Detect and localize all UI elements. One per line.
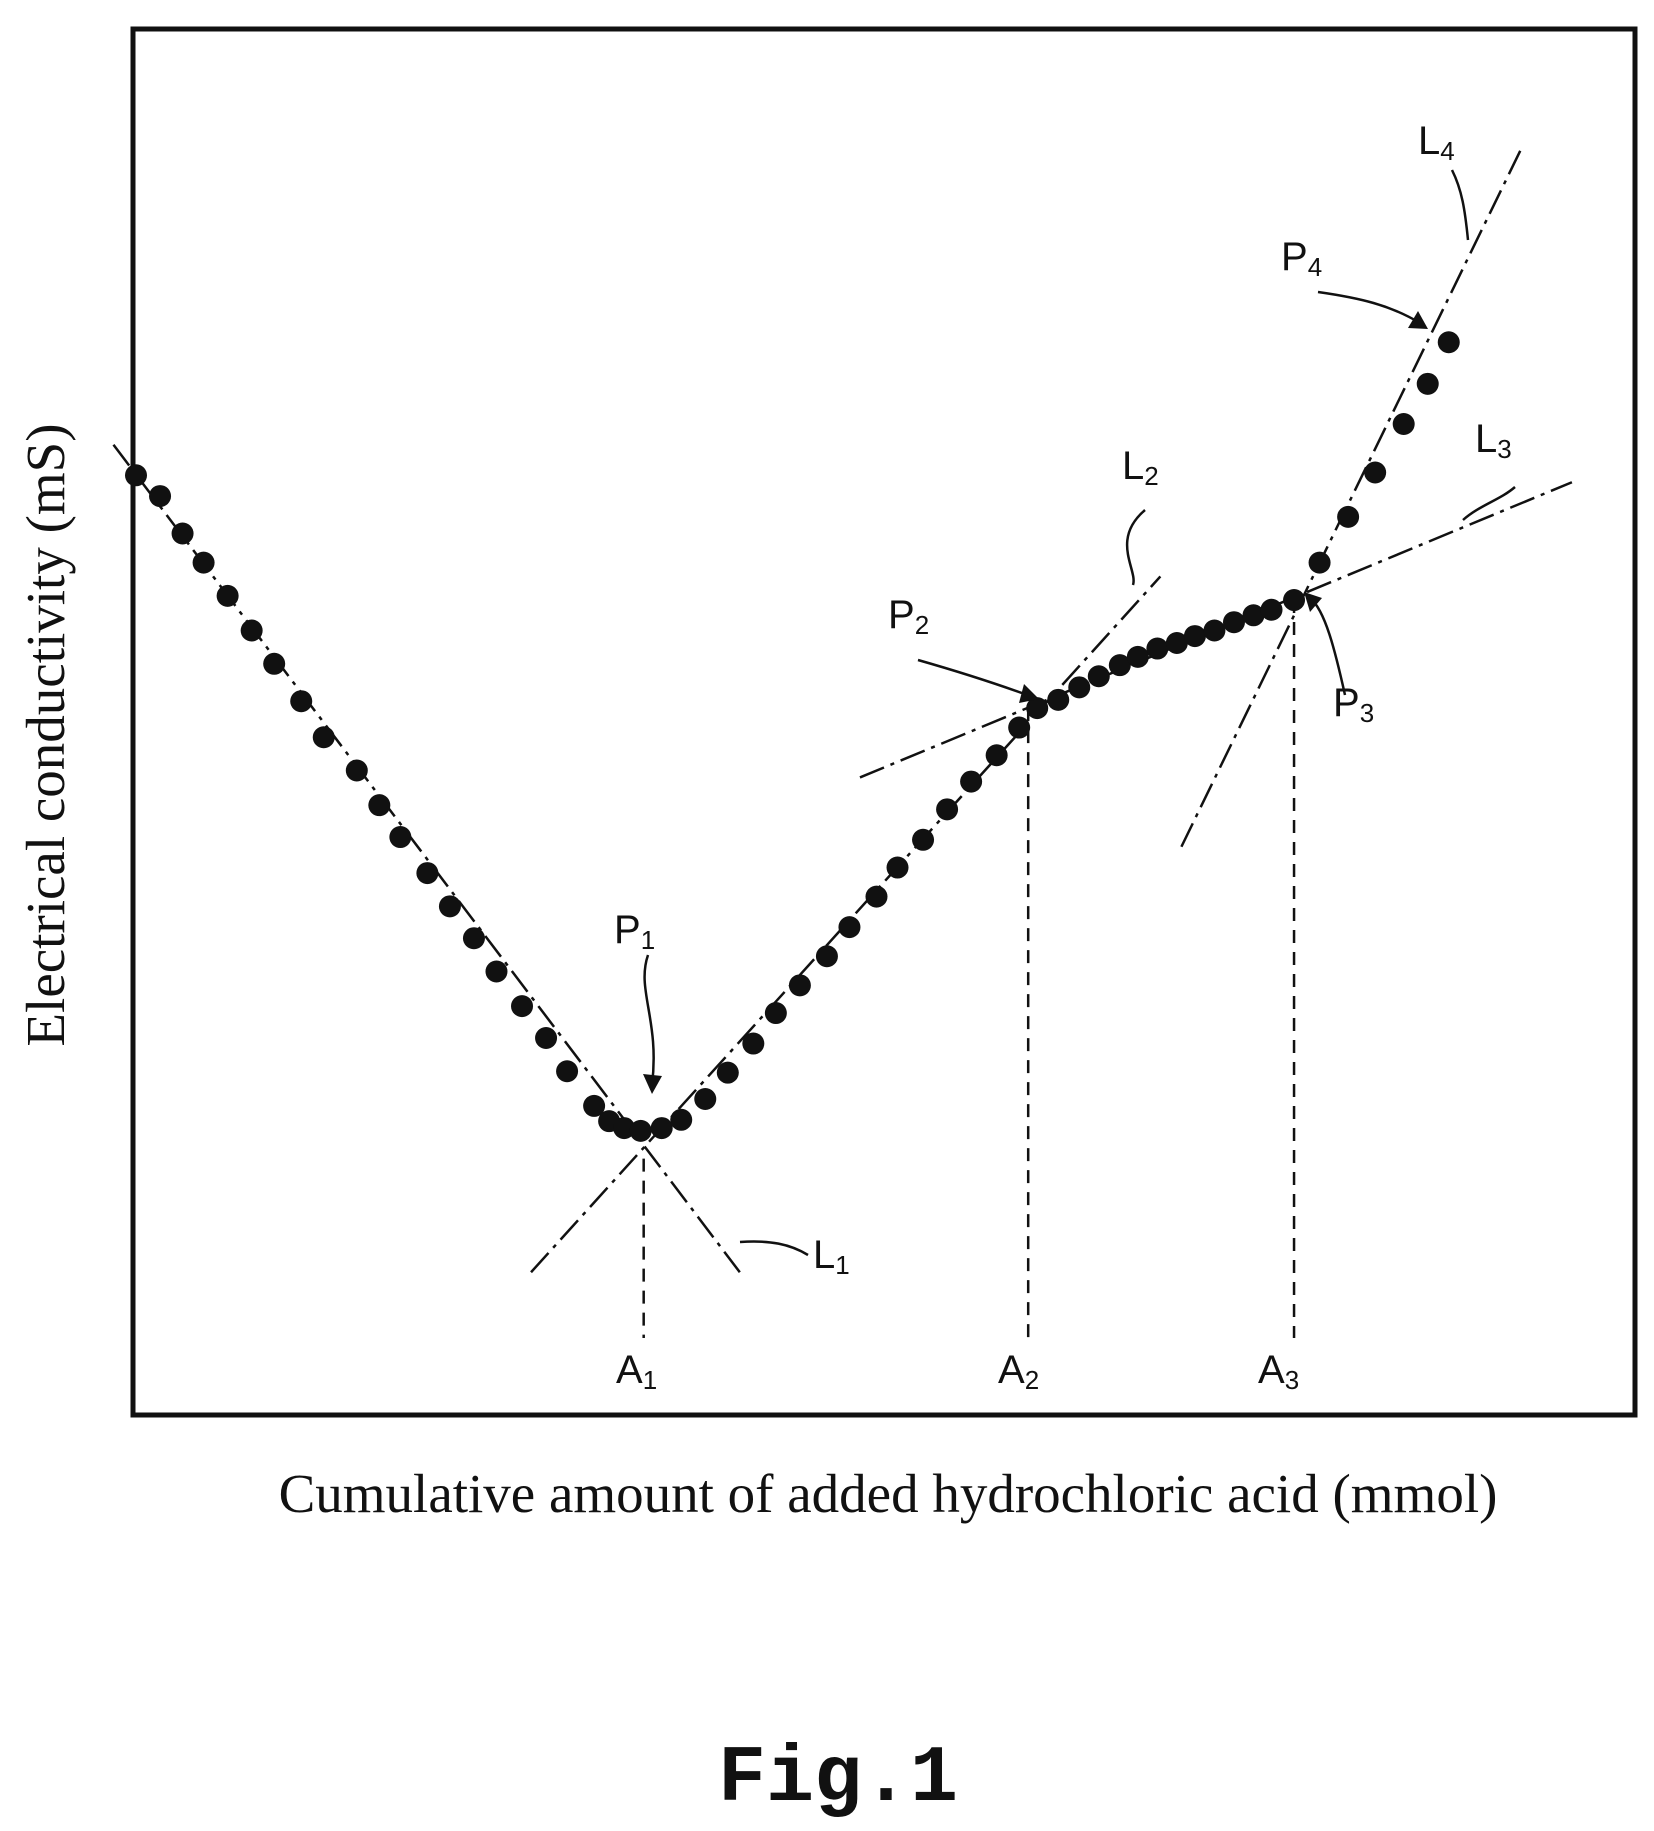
data-point-28: [742, 1033, 764, 1055]
data-point-17: [511, 995, 533, 1017]
leader-l3: [1463, 487, 1515, 520]
data-point-41: [1047, 689, 1069, 711]
data-point-15: [463, 927, 485, 949]
data-point-7: [263, 653, 285, 675]
annotation-label-l2: L2: [1122, 444, 1159, 491]
reference-lines: [644, 600, 1294, 1338]
annotation-label-p1: P1: [614, 908, 655, 955]
data-point-18: [535, 1027, 557, 1049]
data-point-35: [912, 829, 934, 851]
x-axis-label: Cumulative amount of added hydrochloric …: [279, 1463, 1498, 1524]
annotation-label-p4: P4: [1281, 235, 1322, 282]
data-point-4: [193, 552, 215, 574]
data-point-12: [389, 826, 411, 848]
figure-caption: Fig.1: [718, 1734, 958, 1825]
data-point-52: [1261, 599, 1283, 621]
data-point-5: [217, 585, 239, 607]
data-point-2: [149, 485, 171, 507]
data-point-56: [1364, 462, 1386, 484]
data-point-36: [936, 798, 958, 820]
data-point-42: [1068, 676, 1090, 698]
x-tick-label-a3: A3: [1258, 1348, 1299, 1395]
leader-p2: [918, 660, 1030, 696]
data-point-30: [789, 974, 811, 996]
data-point-8: [290, 690, 312, 712]
fitted-line-4-segment-1: [1181, 150, 1520, 847]
data-points: [125, 331, 1460, 1142]
x-tick-labels: A1 A2 A3: [616, 1348, 1299, 1395]
data-point-53: [1283, 589, 1305, 611]
arrowhead-p1: [643, 1074, 662, 1094]
data-point-55: [1337, 506, 1359, 528]
data-point-38: [986, 744, 1008, 766]
data-point-46: [1146, 638, 1168, 660]
data-point-31: [816, 945, 838, 967]
leader-p1: [645, 955, 654, 1085]
annotation-label-p2: P2: [888, 593, 929, 640]
data-point-9: [313, 726, 335, 748]
annotation-label-l1: L1: [813, 1233, 850, 1280]
data-point-10: [346, 760, 368, 782]
data-point-6: [241, 620, 263, 642]
data-point-34: [887, 857, 909, 879]
leader-p4: [1318, 292, 1420, 323]
data-point-16: [485, 960, 507, 982]
leader-l2: [1127, 510, 1145, 585]
data-point-50: [1223, 611, 1245, 633]
annotation-label-p3: P3: [1333, 681, 1374, 728]
y-axis-label: Electrical conductivity (mS): [15, 423, 76, 1046]
data-point-48: [1184, 625, 1206, 647]
data-point-58: [1417, 373, 1439, 395]
data-point-26: [694, 1088, 716, 1110]
arrowhead-p4: [1408, 311, 1428, 329]
data-point-43: [1088, 665, 1110, 687]
leader-l1: [740, 1242, 808, 1255]
data-point-3: [172, 523, 194, 545]
data-point-49: [1203, 620, 1225, 642]
data-point-24: [651, 1117, 673, 1139]
data-point-57: [1393, 413, 1415, 435]
data-point-32: [838, 916, 860, 938]
annotation-leaders: [645, 170, 1515, 1255]
leader-l4: [1452, 170, 1468, 240]
annotation-label-l3: L3: [1475, 417, 1512, 464]
data-point-45: [1127, 646, 1149, 668]
data-point-25: [670, 1109, 692, 1131]
data-point-13: [416, 862, 438, 884]
data-point-1: [125, 464, 147, 486]
plot-frame: [133, 29, 1635, 1415]
data-point-39: [1008, 717, 1030, 739]
data-point-33: [865, 886, 887, 908]
data-point-23: [630, 1120, 652, 1142]
data-point-14: [439, 895, 461, 917]
data-point-54: [1309, 552, 1331, 574]
data-point-11: [368, 794, 390, 816]
data-point-37: [960, 771, 982, 793]
data-point-27: [717, 1062, 739, 1084]
data-point-19: [556, 1060, 578, 1082]
annotation-label-l4: L4: [1418, 119, 1455, 166]
data-point-29: [765, 1002, 787, 1024]
x-tick-label-a2: A2: [998, 1348, 1039, 1395]
data-point-59: [1438, 331, 1460, 353]
x-tick-label-a1: A1: [616, 1348, 657, 1395]
